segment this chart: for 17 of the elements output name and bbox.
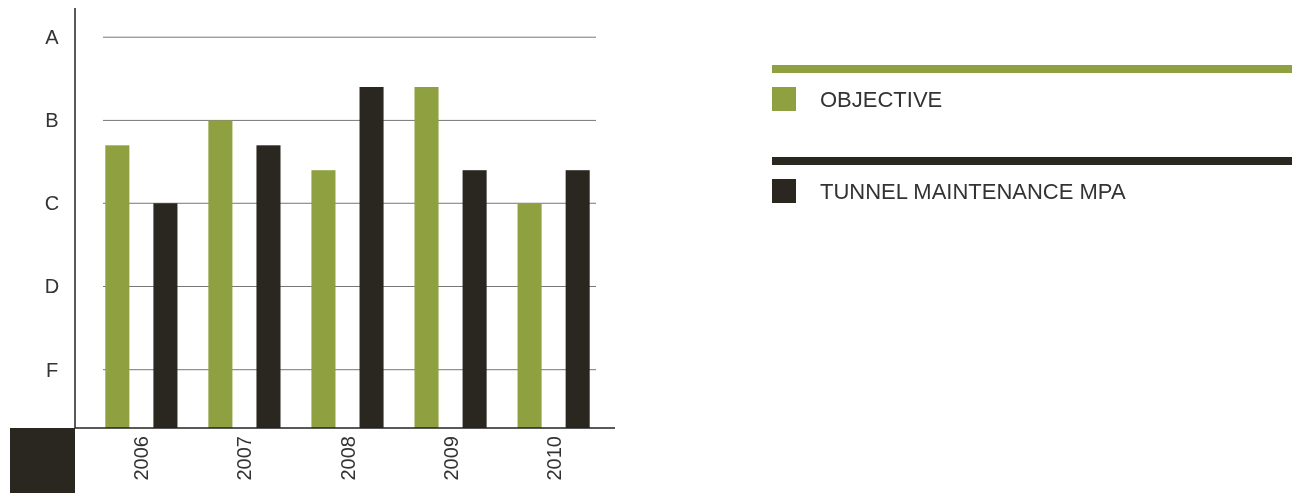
legend-label: TUNNEL MAINTENANCE MPA — [820, 178, 1126, 204]
x-tick-label: 2007 — [233, 436, 256, 481]
x-tick-label: 2006 — [130, 436, 153, 481]
legend-label: OBJECTIVE — [820, 86, 943, 112]
x-tick-label: 2009 — [439, 436, 462, 481]
ref-line-label: A — [45, 26, 60, 49]
bar — [208, 120, 233, 428]
bar — [517, 203, 542, 428]
ref-line-label: B — [45, 109, 59, 132]
bar — [105, 145, 130, 428]
bar — [311, 170, 336, 428]
ref-line-label: D — [44, 275, 60, 298]
x-tick-label: 2008 — [336, 436, 359, 481]
ref-line-label: F — [45, 358, 59, 381]
bar — [414, 87, 439, 428]
ref-line-label: C — [44, 192, 60, 215]
x-tick-label: 2010 — [542, 436, 565, 481]
